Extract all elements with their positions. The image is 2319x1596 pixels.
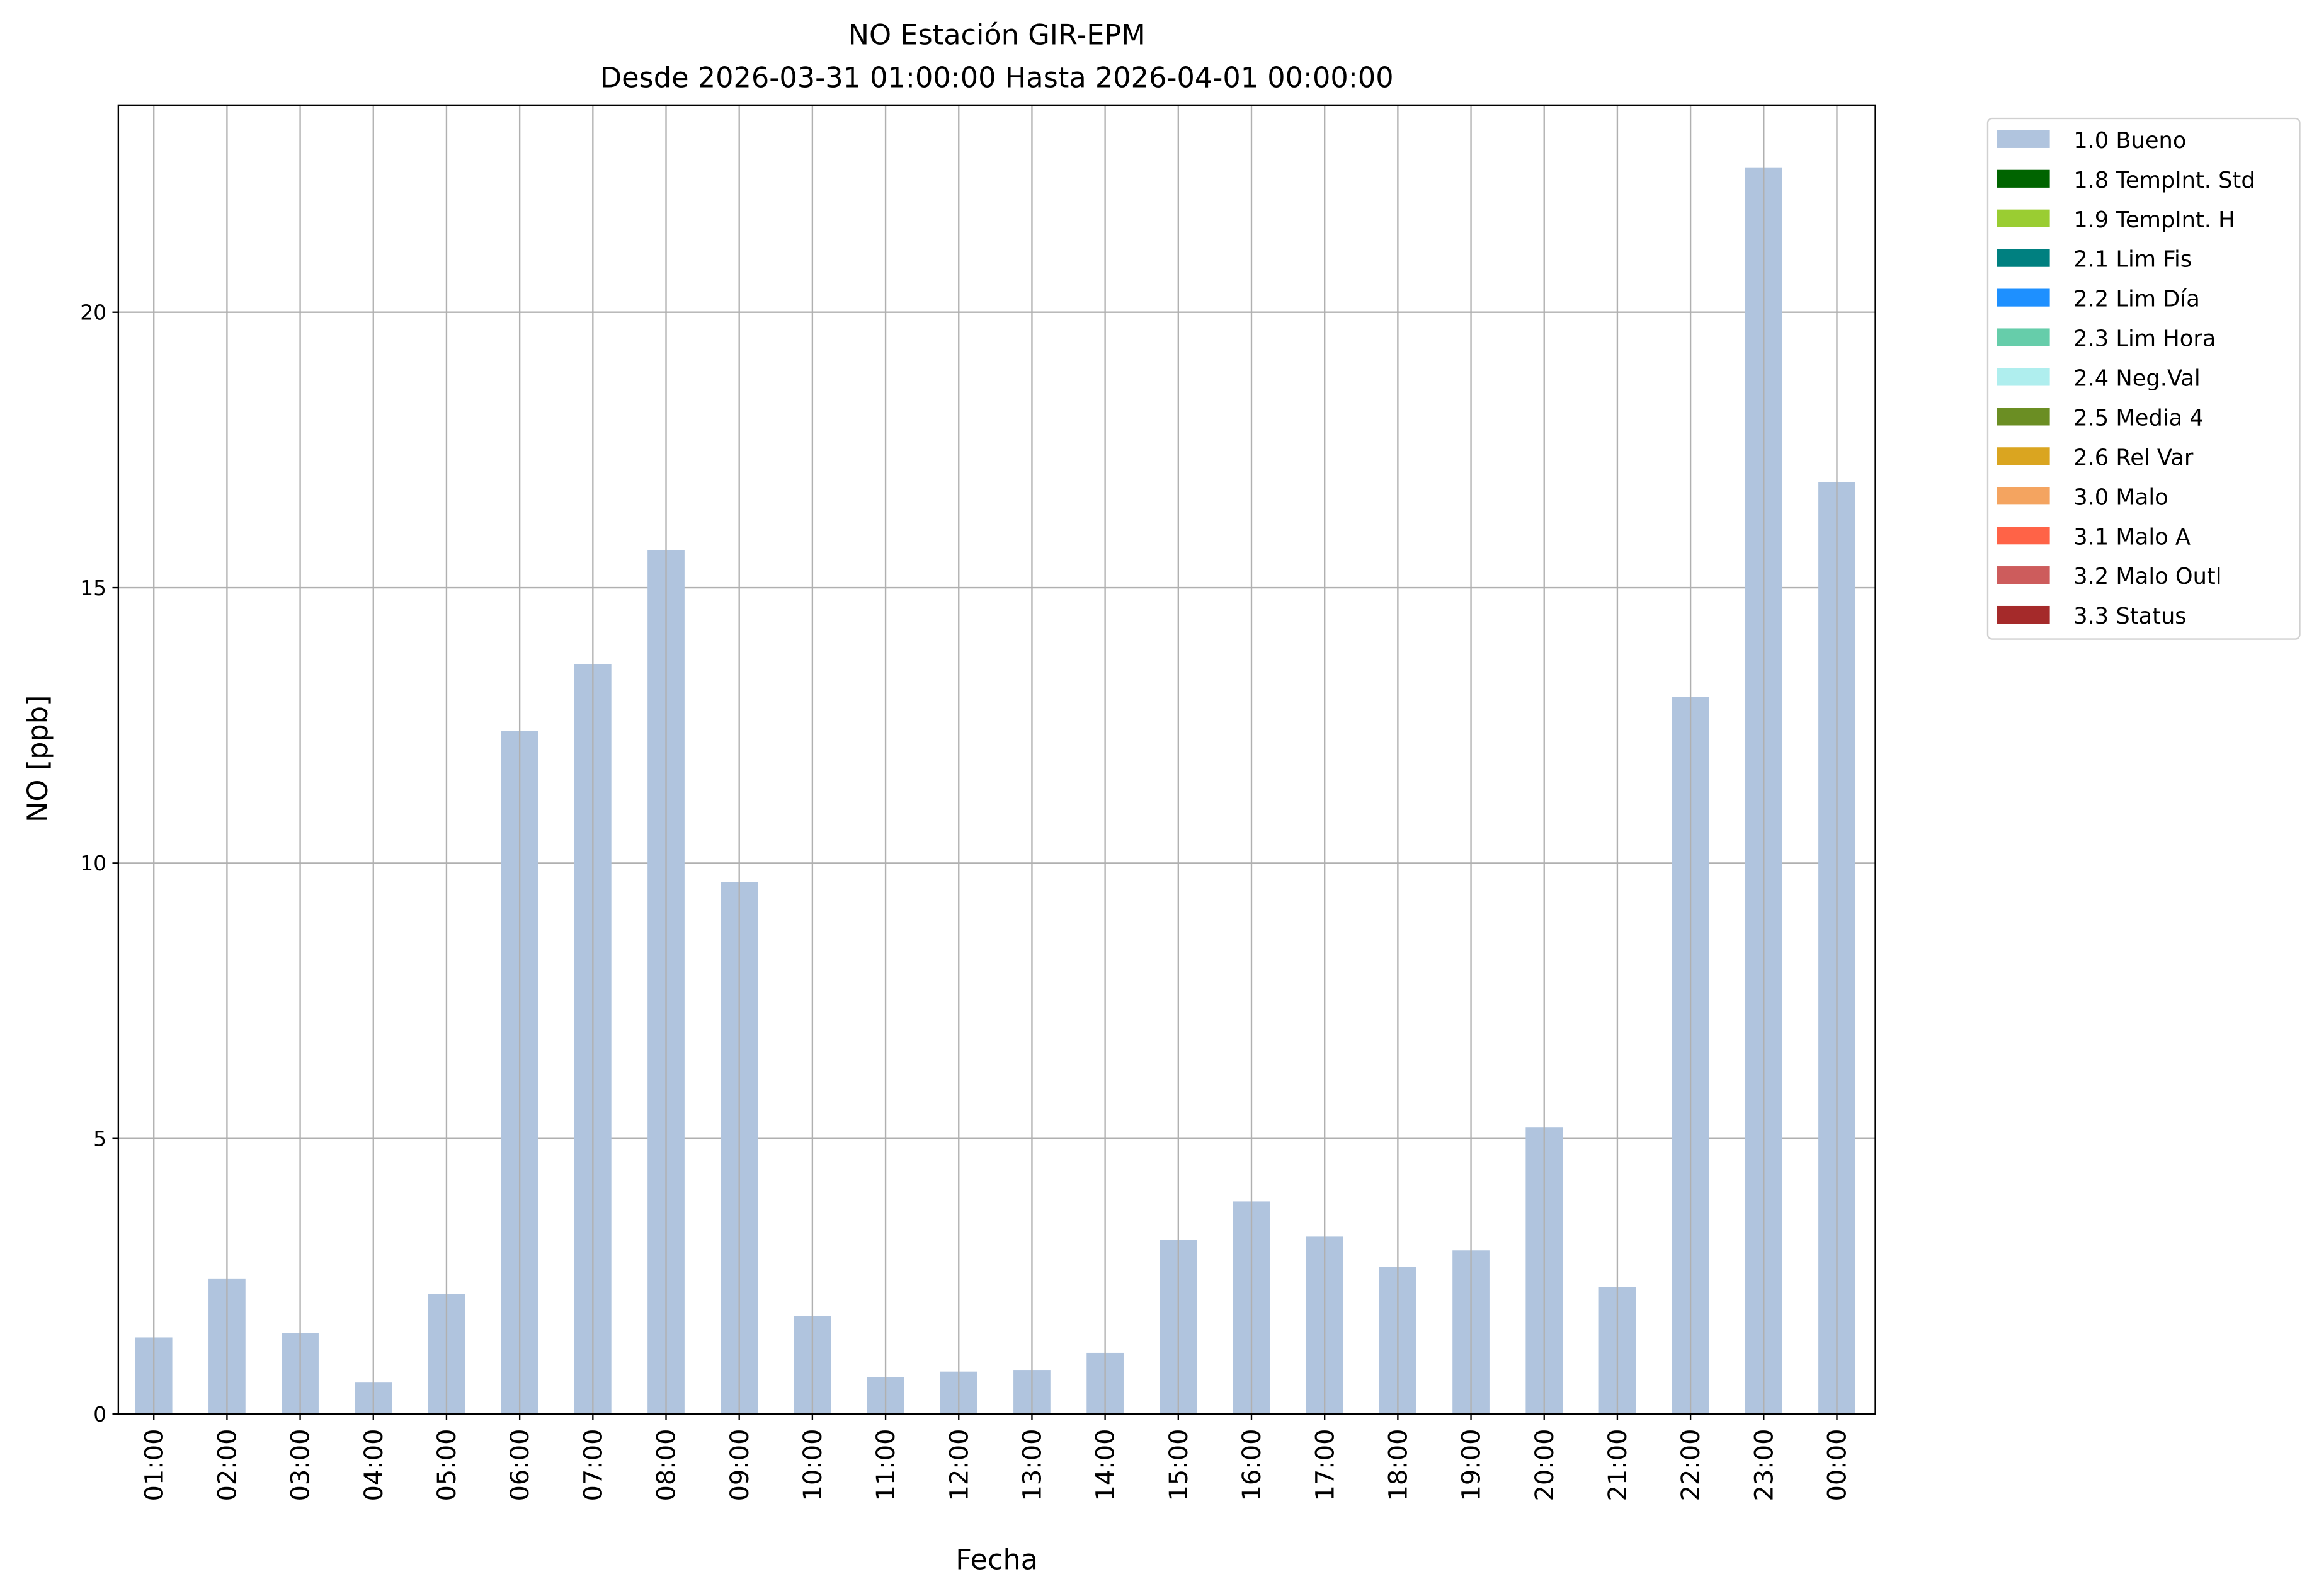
legend-swatch — [1997, 447, 2050, 465]
legend-label: 1.0 Bueno — [2073, 128, 2186, 154]
chart-subtitle: Desde 2026-03-31 01:00:00 Hasta 2026-04-… — [600, 62, 1394, 94]
x-tick-label: 00:00 — [1823, 1429, 1852, 1502]
legend-label: 2.4 Neg.Val — [2073, 366, 2201, 392]
y-tick-label: 10 — [80, 851, 106, 875]
legend-swatch — [1997, 566, 2050, 584]
x-tick-label: 11:00 — [872, 1429, 901, 1502]
legend-swatch — [1997, 209, 2050, 227]
legend-label: 2.3 Lim Hora — [2073, 326, 2216, 352]
legend-label: 3.3 Status — [2073, 603, 2186, 629]
plot-frame — [117, 104, 1876, 1415]
x-tick-label: 15:00 — [1165, 1429, 1194, 1502]
legend-swatch — [1997, 527, 2050, 545]
x-tick-label: 19:00 — [1457, 1429, 1486, 1502]
x-tick-label: 07:00 — [579, 1429, 608, 1502]
legend-swatch — [1997, 130, 2050, 148]
legend-swatch — [1997, 328, 2050, 346]
y-axis-label: NO [ppb] — [21, 695, 54, 823]
legend-swatch — [1997, 169, 2050, 188]
x-tick-label: 13:00 — [1018, 1429, 1047, 1502]
y-tick-label: 0 — [93, 1402, 106, 1427]
legend-label: 2.5 Media 4 — [2073, 405, 2204, 431]
legend-label: 2.1 Lim Fis — [2073, 247, 2192, 273]
legend-swatch — [1997, 408, 2050, 426]
legend-frame — [1986, 117, 2301, 640]
legend-label: 3.2 Malo Outl — [2073, 564, 2221, 590]
x-tick-label: 09:00 — [726, 1429, 755, 1502]
y-tick-label: 5 — [93, 1126, 106, 1151]
x-tick-label: 23:00 — [1750, 1429, 1779, 1502]
x-tick-label: 20:00 — [1530, 1429, 1559, 1502]
chart-title: NO Estación GIR-EPM — [848, 19, 1146, 52]
x-tick-label: 08:00 — [652, 1429, 681, 1502]
x-tick-label: 10:00 — [799, 1429, 828, 1502]
x-tick-label: 12:00 — [945, 1429, 974, 1502]
legend-label: 2.2 Lim Día — [2073, 287, 2200, 312]
x-tick-label: 05:00 — [433, 1429, 462, 1502]
x-axis: 01:00 02:00 03:00 04:00 05:00 06:00 07:00 08:00… — [140, 1414, 1852, 1502]
x-tick-label: 17:00 — [1311, 1429, 1340, 1502]
y-tick-label: 15 — [80, 576, 106, 600]
x-tick-label: 14:00 — [1091, 1429, 1120, 1502]
grid — [118, 311, 1876, 1415]
y-axis: 0 5 10 15 20 — [80, 300, 118, 1427]
x-tick-label: 22:00 — [1677, 1429, 1706, 1502]
legend-swatch — [1997, 487, 2050, 505]
legend-swatch — [1997, 249, 2050, 267]
legend-label: 1.8 TempInt. Std — [2073, 168, 2255, 193]
legend-label: 3.1 Malo A — [2073, 524, 2191, 550]
legend-swatch — [1997, 605, 2050, 624]
bars — [135, 105, 1855, 1415]
x-tick-label: 16:00 — [1238, 1429, 1267, 1502]
x-tick-label: 03:00 — [287, 1429, 316, 1502]
x-tick-label: 02:00 — [213, 1429, 242, 1502]
x-tick-label: 21:00 — [1604, 1429, 1632, 1502]
y-tick-label: 20 — [80, 300, 106, 324]
x-tick-label: 04:00 — [360, 1429, 389, 1502]
legend-label: 3.0 Malo — [2073, 484, 2168, 510]
legend-label: 2.6 Rel Var — [2073, 445, 2194, 470]
legend-label: 1.9 TempInt. H — [2073, 207, 2235, 233]
legend-swatch — [1997, 288, 2050, 307]
x-tick-label: 18:00 — [1384, 1429, 1413, 1502]
legend-swatch — [1997, 368, 2050, 386]
legend: 1.0 Bueno 1.8 TempInt. Std 1.9 TempInt. H 2… — [1986, 117, 2301, 640]
x-tick-label: 01:00 — [140, 1429, 169, 1502]
x-axis-label: Fecha — [955, 1544, 1038, 1576]
x-tick-label: 06:00 — [506, 1429, 535, 1502]
